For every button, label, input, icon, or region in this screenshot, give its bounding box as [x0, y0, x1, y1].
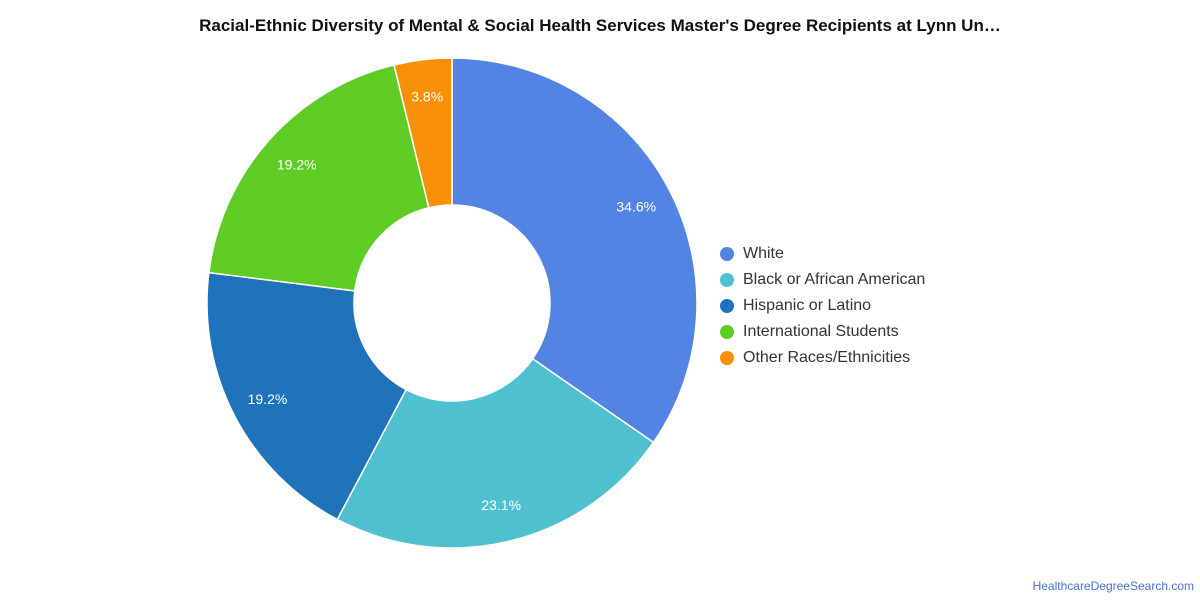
legend-label-international-students: International Students — [743, 323, 899, 340]
legend-swatch-black-or-african-american — [720, 273, 734, 287]
donut-slices — [206, 57, 698, 549]
slice-label-international-students: 19.2% — [277, 157, 317, 173]
legend-label-hispanic-or-latino: Hispanic or Latino — [743, 297, 872, 314]
slice-black-or-african-american[interactable] — [336, 357, 655, 549]
legend-swatch-other-races-ethnicities — [720, 351, 734, 365]
slice-other-races-ethnicities[interactable] — [393, 57, 453, 209]
legend-swatch-white — [720, 247, 734, 261]
slice-label-other-races-ethnicities: 3.8% — [411, 88, 443, 104]
slice-international-students[interactable] — [208, 64, 430, 292]
legend-label-other-races-ethnicities: Other Races/Ethnicities — [743, 349, 911, 366]
slice-hispanic-or-latino[interactable] — [206, 271, 408, 521]
legend-item-white[interactable]: White — [720, 241, 925, 267]
chart-legend: White Black or African American Hispanic… — [720, 241, 925, 371]
legend-swatch-hispanic-or-latino — [720, 299, 734, 313]
slice-label-black-or-african-american: 23.1% — [481, 497, 521, 513]
slice-white[interactable] — [451, 57, 698, 444]
legend-label-white: White — [743, 245, 784, 262]
source-link[interactable]: HealthcareDegreeSearch.com — [1032, 579, 1194, 593]
slice-label-hispanic-or-latino: 19.2% — [248, 391, 288, 407]
legend-item-black-or-african-american[interactable]: Black or African American — [720, 267, 925, 293]
slice-label-white: 34.6% — [616, 198, 656, 214]
legend-swatch-international-students — [720, 325, 734, 339]
legend-item-other-races-ethnicities[interactable]: Other Races/Ethnicities — [720, 345, 925, 371]
legend-item-hispanic-or-latino[interactable]: Hispanic or Latino — [720, 293, 925, 319]
chart-title: Racial-Ethnic Diversity of Mental & Soci… — [199, 16, 1001, 35]
donut-slice-labels: 34.6% 23.1% 19.2% 19.2% 3.8% — [248, 88, 656, 513]
legend-item-international-students[interactable]: International Students — [720, 319, 925, 345]
legend-label-black-or-african-american: Black or African American — [743, 271, 926, 288]
